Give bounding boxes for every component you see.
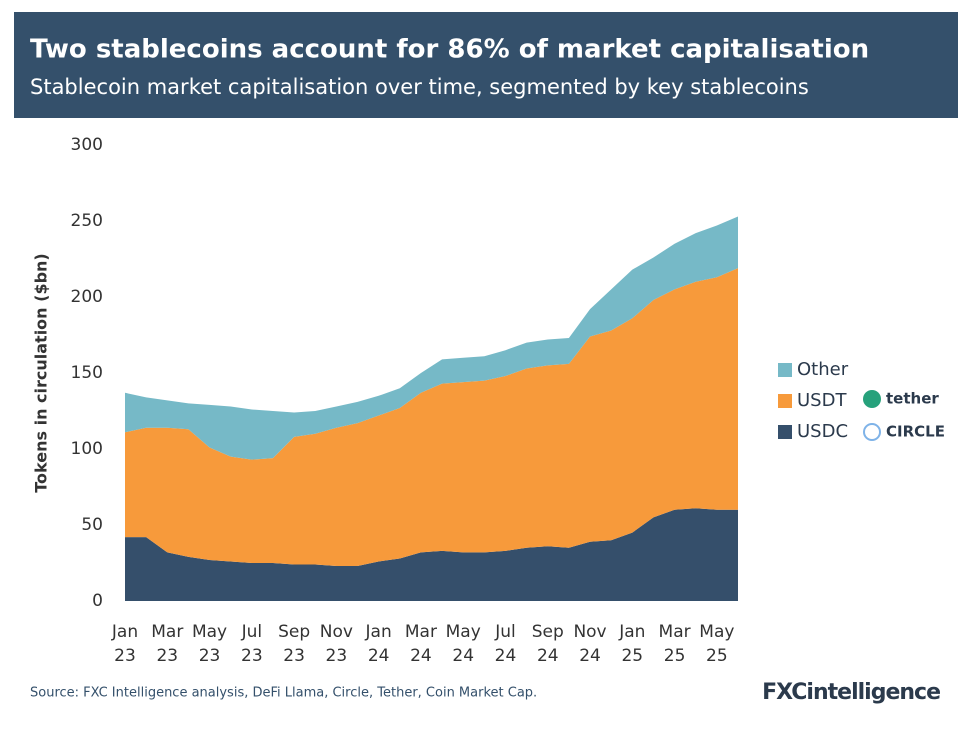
y-axis-label: Tokens in circulation ($bn): [32, 253, 51, 492]
y-tick-label: 200: [71, 287, 103, 307]
logo-icon: [863, 390, 881, 408]
y-tick-label: 150: [71, 363, 103, 383]
x-tick-label: Mar 25: [659, 622, 691, 666]
y-tick-label: 300: [71, 135, 103, 155]
y-tick-label: 250: [71, 211, 103, 231]
x-tick-label: Jan 23: [111, 622, 138, 666]
x-tick-label: Jan 25: [618, 622, 645, 666]
legend-label: Other: [797, 359, 849, 380]
legend-logo: tether: [886, 390, 939, 408]
y-tick-label: 50: [81, 515, 103, 535]
x-tick-label: May 25: [699, 622, 734, 666]
chart-title: Two stablecoins account for 86% of marke…: [30, 35, 869, 65]
header-band: [14, 12, 958, 118]
area: [125, 268, 738, 567]
logo-icon: [863, 423, 881, 441]
x-tick-label: Sep 23: [278, 622, 310, 666]
x-tick-label: Mar 23: [151, 622, 183, 666]
area: [125, 508, 738, 601]
legend-swatch: [778, 363, 792, 377]
chart-subtitle: Stablecoin market capitalisation over ti…: [30, 75, 809, 99]
x-tick-label: Nov 23: [320, 622, 353, 666]
x-tick-label: Jul 24: [494, 622, 516, 666]
x-tick-label: May 24: [446, 622, 481, 666]
y-tick-label: 0: [92, 591, 103, 611]
x-tick-label: May 23: [192, 622, 227, 666]
x-tick-label: Jul 23: [241, 622, 263, 666]
x-tick-label: Sep 24: [532, 622, 564, 666]
legend-swatch: [778, 394, 792, 408]
source-note: Source: FXC Intelligence analysis, DeFi …: [30, 686, 537, 701]
legend-label: USDT: [797, 390, 847, 411]
x-tick-label: Jan 24: [365, 622, 392, 666]
legend-label: USDC: [797, 421, 848, 442]
brand-logo: FXCintelligence: [762, 680, 940, 705]
legend-swatch: [778, 425, 792, 439]
x-tick-label: Mar 24: [405, 622, 437, 666]
legend-logo: CIRCLE: [886, 423, 945, 441]
y-tick-label: 100: [71, 439, 103, 459]
x-tick-label: Nov 24: [573, 622, 606, 666]
